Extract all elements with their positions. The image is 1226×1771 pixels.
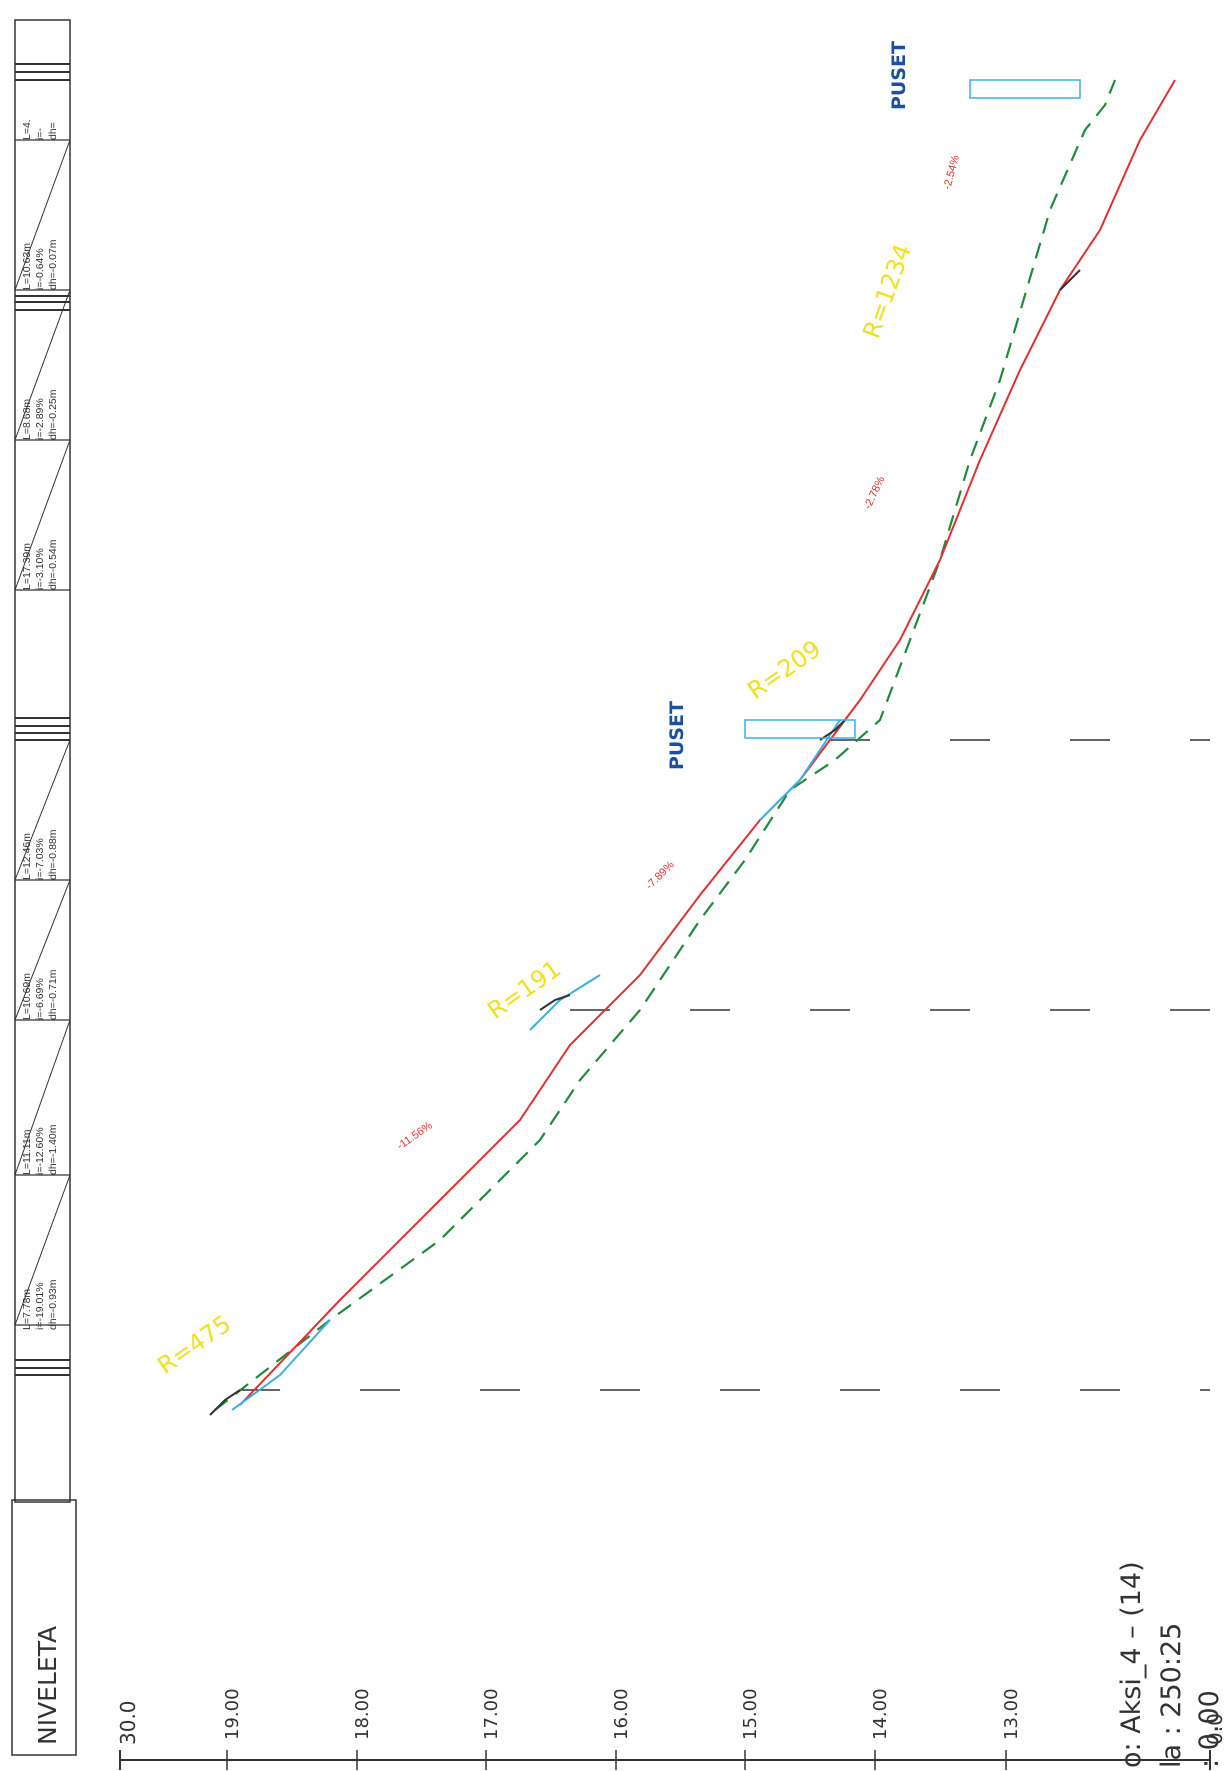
svg-text:dh=-0.07m: dh=-0.07m	[47, 239, 59, 290]
svg-text:L=11.11m: L=11.11m	[21, 1129, 33, 1175]
svg-text:L=12.46m: L=12.46m	[21, 833, 33, 880]
puset-box-1	[744, 719, 856, 739]
segment-7: L=10.63m i=-0.64% dh=-0.07m	[21, 239, 59, 290]
grade-label-3: -2.78%	[862, 474, 888, 511]
segment-4: L=12.46m i=-7.03% dh=-0.88m	[21, 829, 59, 880]
svg-text:i=-19.01%: i=-19.01%	[34, 1282, 46, 1330]
svg-text:L=7.78m: L=7.78m	[21, 1289, 33, 1330]
segment-6: L=8.68m i=-2.89% dh=-0.25m	[21, 389, 59, 440]
station-guides	[240, 739, 1210, 1391]
svg-text:i=-6.69%: i=-6.69%	[34, 978, 46, 1020]
svg-text:dh=-0.54m: dh=-0.54m	[47, 539, 59, 590]
svg-text:L=8.68m: L=8.68m	[21, 399, 33, 440]
profile-name: o: Aksi_4 – (14)	[1116, 1561, 1147, 1768]
tick-label: 15.00	[740, 1688, 761, 1740]
tick-label: 19.00	[222, 1688, 243, 1740]
svg-text:dh=: dh=	[47, 122, 59, 140]
grade-label-1: -11.56%	[395, 1119, 435, 1152]
segment-table	[14, 19, 71, 1503]
axis-top-label: 30.0	[116, 1700, 140, 1745]
grade-label-4: -2.54%	[941, 154, 962, 191]
design-line	[239, 79, 1176, 1406]
svg-text:L=17.39m: L=17.39m	[21, 543, 33, 590]
segment-5: L=17.39m i=-3.10% dh=-0.54m	[21, 539, 59, 590]
tick-label: 17.00	[481, 1688, 502, 1740]
radius-label-475: R=475	[152, 1310, 236, 1380]
puset-label-2: PUSET	[888, 41, 910, 110]
tick-label: 16.00	[611, 1688, 632, 1740]
tick-label: 13.00	[1001, 1688, 1022, 1740]
svg-text:L=10.69m: L=10.69m	[21, 973, 33, 1020]
title-box	[11, 1499, 77, 1756]
terrain-line	[214, 79, 1117, 1411]
svg-text:L=10.63m: L=10.63m	[21, 243, 33, 290]
svg-text:i=-: i=-	[34, 128, 46, 140]
puset-box-2	[969, 79, 1081, 99]
radius-label-1234: R=1234	[857, 241, 917, 343]
svg-text:i=-2.89%: i=-2.89%	[34, 398, 46, 440]
segment-1: L=7.78m i=-19.01% dh=-0.93m	[21, 1279, 59, 1330]
curve-transitions	[231, 719, 841, 1411]
svg-text:dh=-0.88m: dh=-0.88m	[47, 829, 59, 880]
vertical-curve-ticks	[209, 269, 1081, 1416]
segment-8: L=4. i=- dh=	[21, 119, 59, 140]
segment-2: L=11.11m i=-12.60% dh=-1.40m	[21, 1124, 59, 1175]
title-label: NIVELETA	[33, 1626, 62, 1745]
svg-text:dh=-0.71m: dh=-0.71m	[47, 969, 59, 1020]
segment-labels: L=7.78m i=-19.01% dh=-0.93m L=11.11m i=-12.…	[21, 119, 59, 1330]
svg-text:i=-7.03%: i=-7.03%	[34, 838, 46, 880]
grade-label-2: -7.89%	[644, 859, 677, 892]
svg-text:dh=-1.40m: dh=-1.40m	[47, 1124, 59, 1175]
svg-text:L=4.: L=4.	[21, 119, 33, 140]
svg-text:i=-12.60%: i=-12.60%	[34, 1127, 46, 1175]
radius-label-209: R=209	[742, 635, 826, 705]
tick-label: 18.00	[352, 1688, 373, 1740]
svg-text:dh=-0.25m: dh=-0.25m	[47, 389, 59, 440]
axis-bottom-label: 0.0	[1203, 1713, 1226, 1745]
tick-label: 14.00	[870, 1688, 891, 1740]
radius-label-191: R=191	[482, 955, 566, 1025]
profile-scale: la : 250:25	[1156, 1623, 1187, 1768]
svg-text:i=-0.64%: i=-0.64%	[34, 248, 46, 290]
svg-text:i=-3.10%: i=-3.10%	[34, 548, 46, 590]
puset-label-1: PUSET	[666, 701, 688, 770]
segment-3: L=10.69m i=-6.69% dh=-0.71m	[21, 969, 59, 1020]
elevation-axis: 30.0 0.0 19.00 18.00 17.00 16.00 15.00 1…	[116, 1688, 1226, 1770]
svg-text:dh=-0.93m: dh=-0.93m	[47, 1279, 59, 1330]
